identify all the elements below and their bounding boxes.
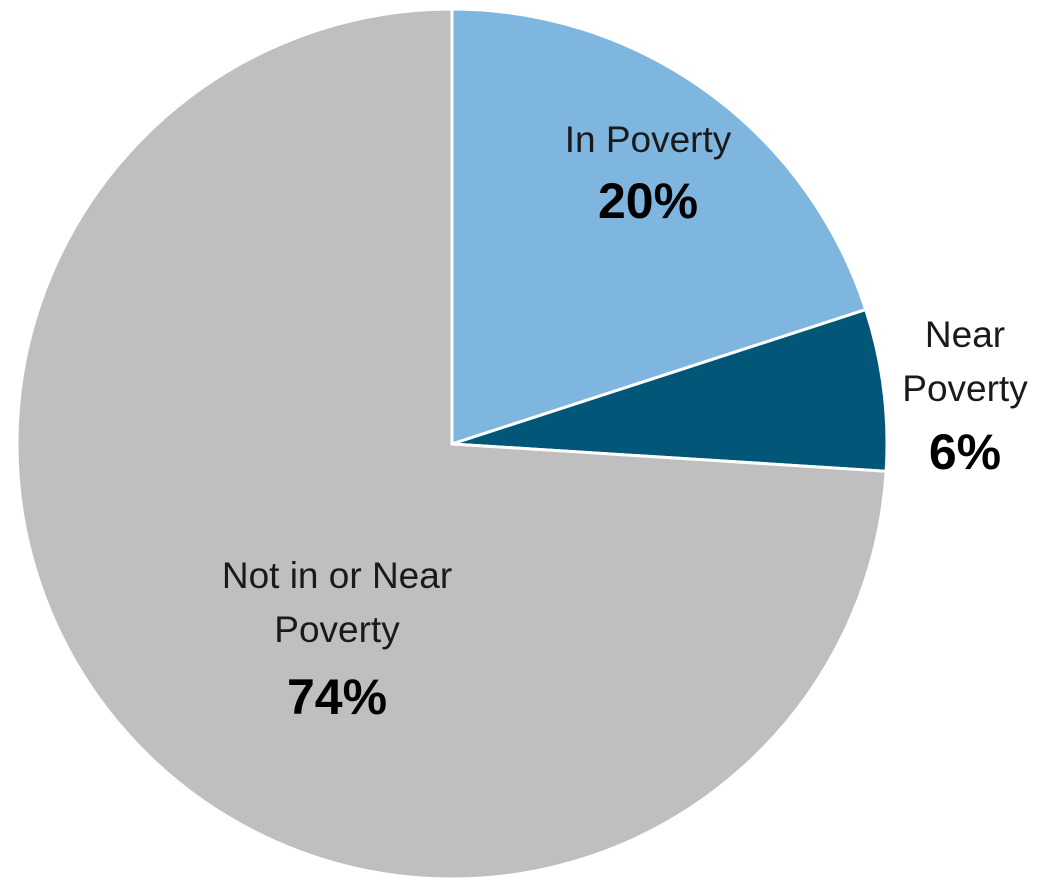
data-label-in-poverty: In Poverty 20% [565, 119, 732, 229]
labels-layer: In Poverty 20% Near Poverty 6% Not in or Near… [222, 119, 1028, 725]
slice-value-label: 20% [598, 173, 698, 229]
pie-slice-near-poverty [451, 307, 889, 473]
slice-name-label: Near Poverty [902, 314, 1028, 409]
slices-layer [15, 7, 889, 879]
slice-value-label: 6% [929, 424, 1001, 480]
data-label-not-in-or-near-poverty: Not in or Near Poverty 74% [222, 555, 452, 725]
slice-name-label: Not in or Near Poverty [222, 555, 452, 650]
slice-name-label: In Poverty [565, 119, 732, 160]
pie-slice-in-poverty [450, 7, 868, 447]
slice-value-label: 74% [287, 669, 387, 725]
pie-slice-not-in-or-near-poverty [15, 7, 888, 879]
data-label-near-poverty: Near Poverty 6% [902, 314, 1028, 480]
